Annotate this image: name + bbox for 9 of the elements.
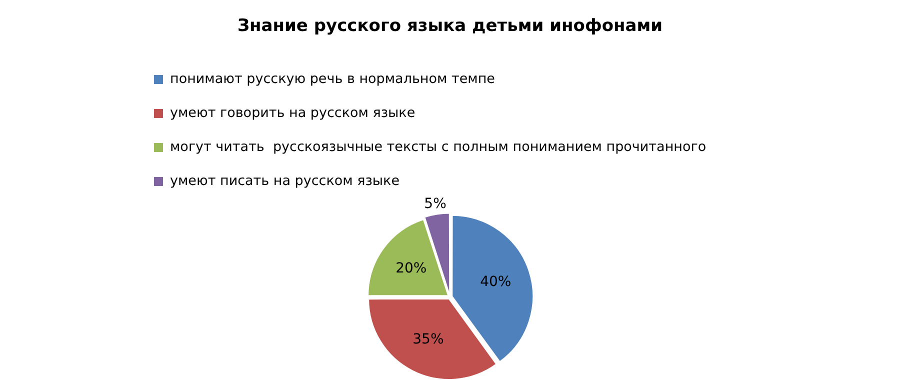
legend-label: могут читать русскоязычные тексты с полным пониманием прочитанного <box>170 139 706 155</box>
legend-label: понимают русскую речь в нормальном темпе <box>170 71 495 87</box>
chart-title: Знание русского языка детьми инофонами <box>236 16 664 36</box>
data-label: 35% <box>412 331 444 348</box>
data-label: 40% <box>480 274 512 290</box>
data-label: 20% <box>396 260 427 276</box>
data-label: 5% <box>424 196 446 212</box>
legend-label: умеют говорить на русском языке <box>170 105 416 121</box>
legend-label: умеют писать на русском языке <box>170 173 400 189</box>
